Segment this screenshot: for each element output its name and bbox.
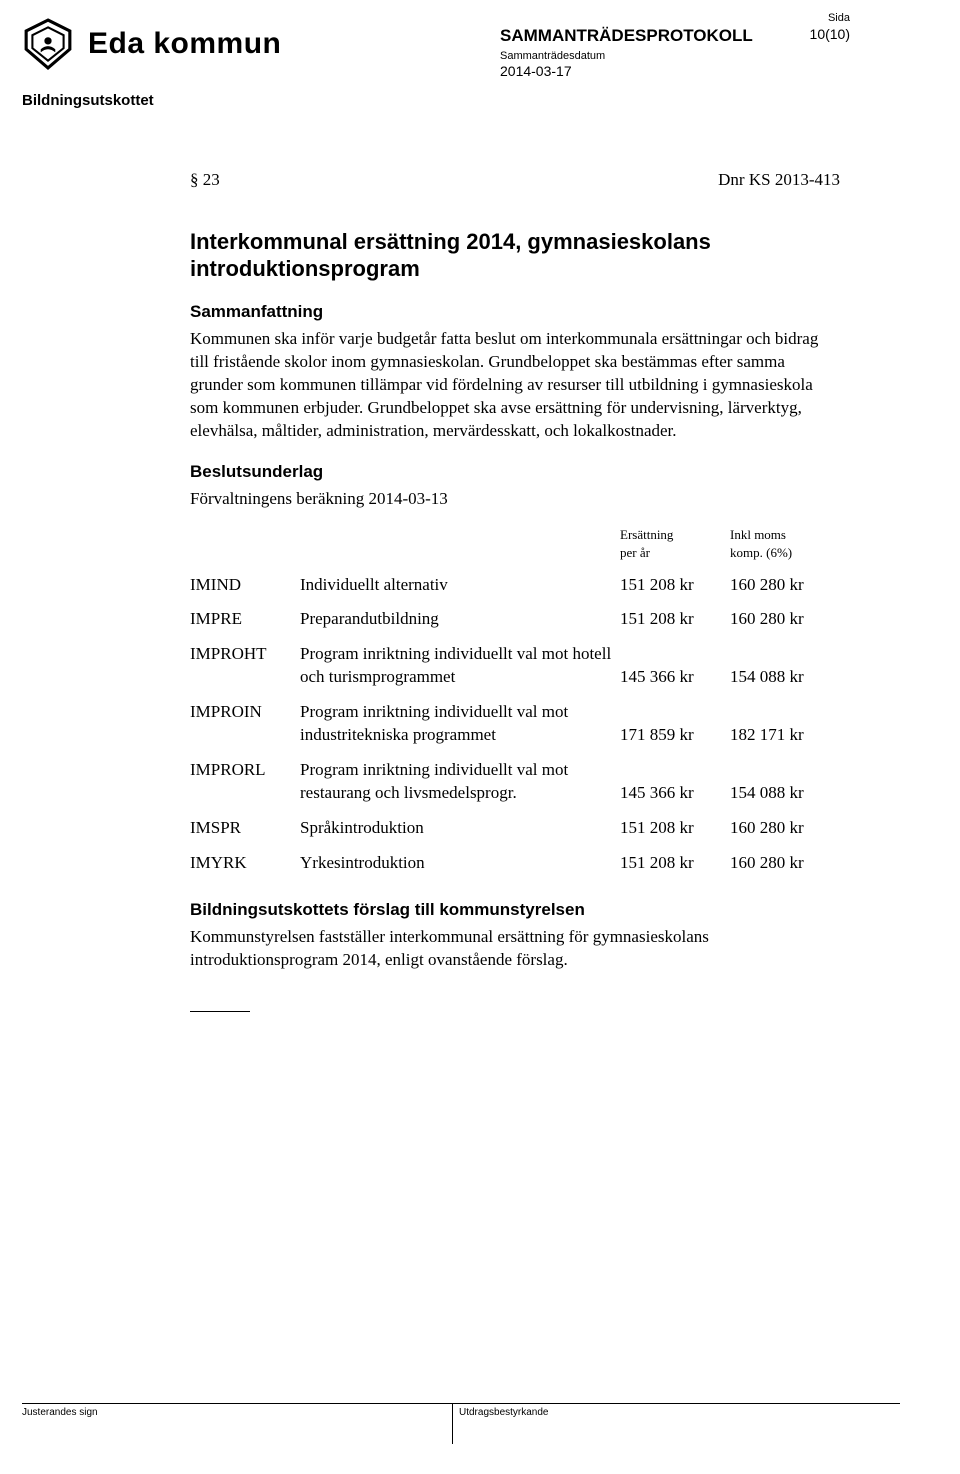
code: IMPRORL xyxy=(190,753,300,811)
table-row: IMYRK Yrkesintroduktion 151 208 kr 160 2… xyxy=(190,846,840,881)
value-per-year: 151 208 kr xyxy=(620,846,730,881)
meeting-date-label: Sammanträdesdatum xyxy=(500,50,850,62)
table-row: IMSPR Språkintroduktion 151 208 kr 160 2… xyxy=(190,811,840,846)
page-number: 10(10) xyxy=(500,26,850,42)
footer-justerandes-sign: Justerandes sign xyxy=(22,1404,452,1444)
code: IMPROHT xyxy=(190,637,300,695)
summary-heading: Sammanfattning xyxy=(190,301,840,324)
footer-utdragsbestyrkande: Utdragsbestyrkande xyxy=(452,1404,549,1444)
desc: Program inriktning individuellt val mot … xyxy=(300,637,620,695)
table-row: IMPROIN Program inriktning individuellt … xyxy=(190,695,840,753)
page-header: Eda kommun Sida SAMMANTRÄDESPROTOKOLL 10… xyxy=(0,0,960,70)
municipality-logo-icon xyxy=(22,18,74,70)
code: IMYRK xyxy=(190,846,300,881)
table-row: IMPRE Preparandutbildning 151 208 kr 160… xyxy=(190,602,840,637)
desc: Yrkesintroduktion xyxy=(300,846,620,881)
desc: Individuellt alternativ xyxy=(300,568,620,603)
table-row: IMPROHT Program inriktning individuellt … xyxy=(190,637,840,695)
value-per-year: 151 208 kr xyxy=(620,568,730,603)
page-label: Sida xyxy=(500,12,850,24)
value-per-year: 145 366 kr xyxy=(620,637,730,695)
value-incl-vat: 154 088 kr xyxy=(730,637,840,695)
header-meta: Sida SAMMANTRÄDESPROTOKOLL 10(10) Samman… xyxy=(500,12,850,79)
value-incl-vat: 160 280 kr xyxy=(730,811,840,846)
value-incl-vat: 154 088 kr xyxy=(730,753,840,811)
value-incl-vat: 160 280 kr xyxy=(730,846,840,881)
col-inklmoms-l1: Inkl moms xyxy=(730,527,786,542)
value-incl-vat: 182 171 kr xyxy=(730,695,840,753)
document-body: § 23 Dnr KS 2013-413 Interkommunal ersät… xyxy=(190,169,840,1012)
col-ersattning-l1: Ersättning xyxy=(620,527,673,542)
col-ersattning-l2: per år xyxy=(620,545,650,560)
committee-name: Bildningsutskottet xyxy=(22,92,960,109)
value-incl-vat: 160 280 kr xyxy=(730,568,840,603)
proposal-heading: Bildningsutskottets förslag till kommuns… xyxy=(190,899,840,922)
proposal-text: Kommunstyrelsen fastställer interkommuna… xyxy=(190,926,840,972)
code: IMPROIN xyxy=(190,695,300,753)
value-per-year: 171 859 kr xyxy=(620,695,730,753)
diary-number: Dnr KS 2013-413 xyxy=(718,169,840,192)
code: IMPRE xyxy=(190,602,300,637)
desc: Program inriktning individuellt val mot … xyxy=(300,753,620,811)
desc: Preparandutbildning xyxy=(300,602,620,637)
code: IMIND xyxy=(190,568,300,603)
separator-line xyxy=(190,998,250,1012)
municipality-name: Eda kommun xyxy=(88,27,281,61)
compensation-table: Ersättning per år Inkl moms komp. (6%) I… xyxy=(190,520,840,880)
col-inklmoms-l2: komp. (6%) xyxy=(730,545,792,560)
meeting-date: 2014-03-17 xyxy=(500,63,850,79)
basis-heading: Beslutsunderlag xyxy=(190,461,840,484)
code: IMSPR xyxy=(190,811,300,846)
table-row: IMIND Individuellt alternativ 151 208 kr… xyxy=(190,568,840,603)
summary-text: Kommunen ska inför varje budgetår fatta … xyxy=(190,328,840,443)
value-per-year: 145 366 kr xyxy=(620,753,730,811)
value-per-year: 151 208 kr xyxy=(620,602,730,637)
page-footer: Justerandes sign Utdragsbestyrkande xyxy=(22,1403,900,1444)
desc: Språkintroduktion xyxy=(300,811,620,846)
section-reference: § 23 Dnr KS 2013-413 xyxy=(190,169,840,192)
item-title: Interkommunal ersättning 2014, gymnasies… xyxy=(190,228,840,283)
paragraph-ref: § 23 xyxy=(190,169,220,192)
value-incl-vat: 160 280 kr xyxy=(730,602,840,637)
basis-text: Förvaltningens beräkning 2014-03-13 xyxy=(190,488,840,511)
value-per-year: 151 208 kr xyxy=(620,811,730,846)
table-header-row: Ersättning per år Inkl moms komp. (6%) xyxy=(190,520,840,567)
table-row: IMPRORL Program inriktning individuellt … xyxy=(190,753,840,811)
desc: Program inriktning individuellt val mot … xyxy=(300,695,620,753)
